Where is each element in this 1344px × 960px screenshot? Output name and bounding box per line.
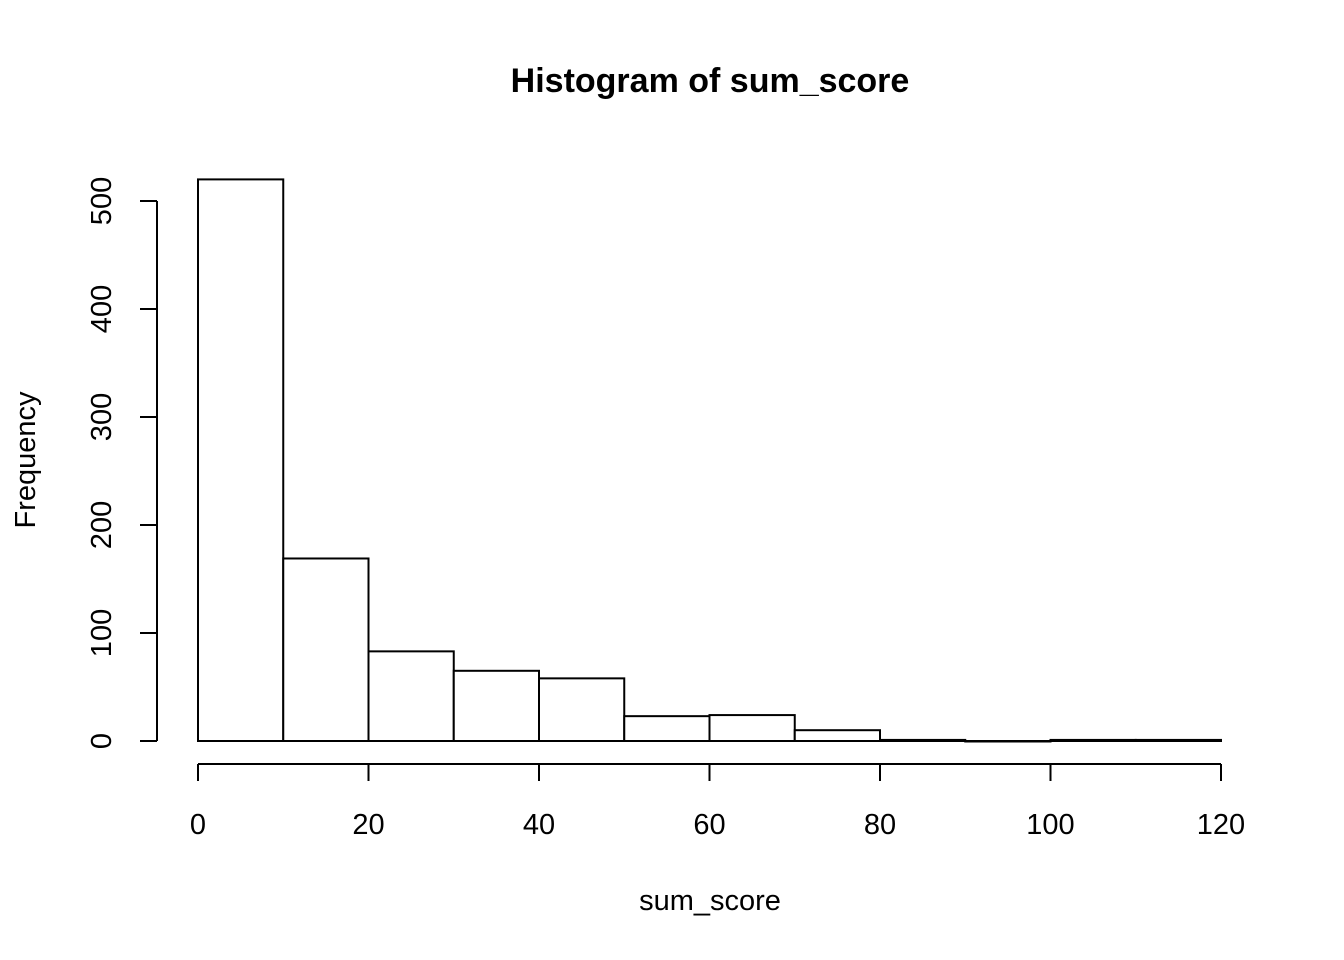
x-tick-label-100: 100: [1026, 809, 1074, 841]
histogram-bar-1: [282, 557, 370, 742]
histogram-bar-9: [964, 740, 1052, 743]
histogram-bar-7: [793, 729, 881, 743]
y-tick-label-300: 300: [86, 393, 118, 441]
y-tick-label-200: 200: [86, 501, 118, 549]
x-axis: 0 20 40 60 80 100 120: [190, 763, 1245, 841]
x-tick-label-80: 80: [864, 809, 896, 841]
histogram-bar-10: [1049, 738, 1137, 742]
histogram-bar-6: [708, 714, 796, 743]
x-tick-label-120: 120: [1197, 809, 1245, 841]
histogram-bar-3: [452, 669, 540, 742]
histogram-bar-2: [367, 650, 455, 742]
bars-group: [197, 178, 1222, 743]
chart-title: Histogram of sum_score: [511, 62, 910, 100]
x-tick-label-0: 0: [190, 809, 206, 841]
x-tick-label-60: 60: [693, 809, 725, 841]
x-tick-label-20: 20: [352, 809, 384, 841]
x-axis-label: sum_score: [639, 885, 781, 917]
histogram-bar-8: [879, 738, 967, 742]
histogram-bar-11: [1134, 738, 1222, 742]
y-axis: 0 100 200 300 400 500: [86, 177, 158, 749]
x-tick-label-40: 40: [523, 809, 555, 841]
histogram-bar-4: [538, 677, 626, 742]
y-tick-label-100: 100: [86, 609, 118, 657]
histogram-bar-5: [623, 715, 711, 742]
y-tick-label-400: 400: [86, 285, 118, 333]
y-tick-label-0: 0: [86, 733, 118, 749]
histogram-bar-0: [197, 178, 285, 742]
y-axis-label: Frequency: [10, 391, 42, 529]
y-tick-label-500: 500: [86, 177, 118, 225]
